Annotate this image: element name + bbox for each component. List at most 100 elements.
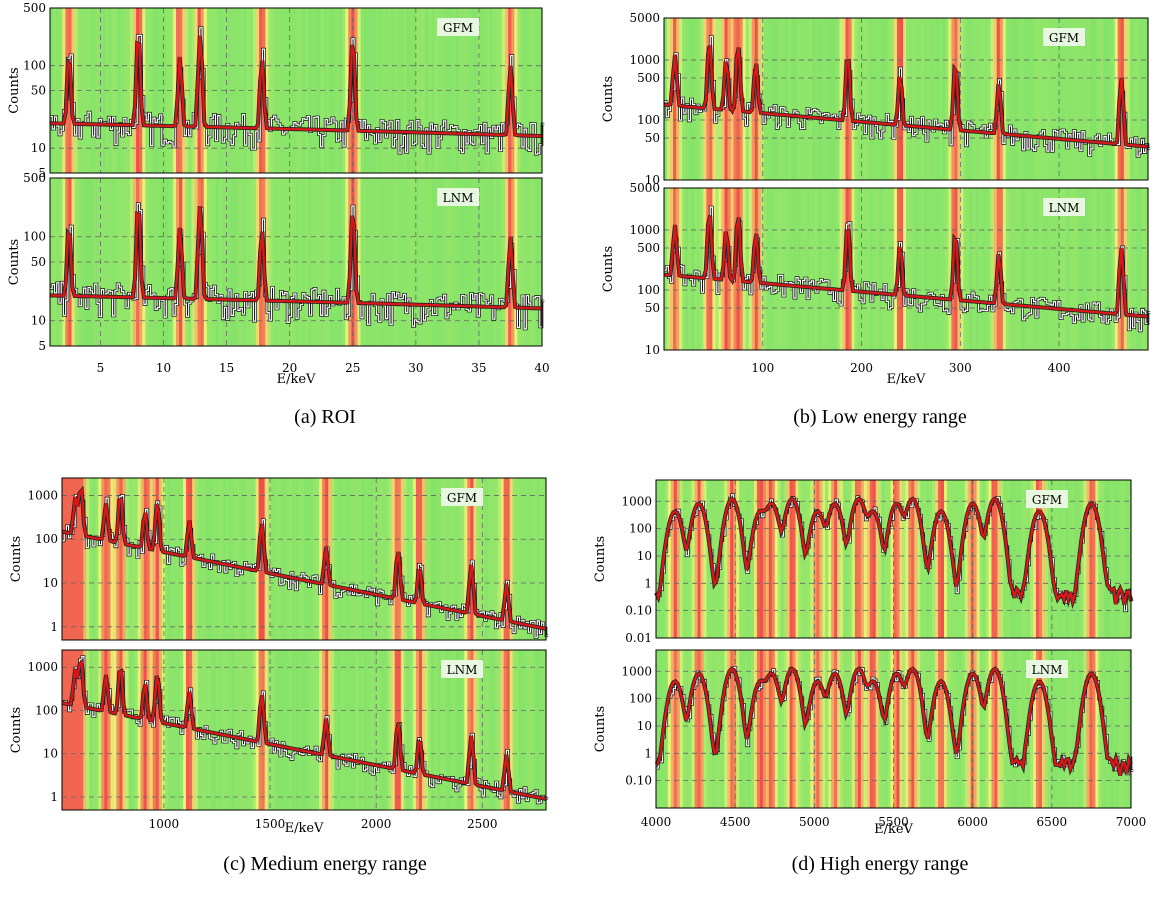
heat-stripe bbox=[188, 178, 193, 346]
heat-stripe bbox=[349, 478, 353, 640]
heat-stripe bbox=[158, 650, 163, 810]
heat-stripe bbox=[415, 478, 420, 640]
heat-stripe bbox=[382, 478, 387, 640]
heat-stripe bbox=[753, 650, 758, 808]
y-tick-label: 100 bbox=[629, 522, 652, 536]
x-axis-label: E/keV bbox=[277, 372, 316, 387]
heat-stripe bbox=[458, 478, 462, 640]
heat-stripe bbox=[975, 18, 980, 180]
heat-stripe bbox=[988, 650, 993, 808]
heat-stripe bbox=[512, 650, 517, 810]
heat-stripe bbox=[1005, 188, 1010, 350]
heat-stripe bbox=[676, 480, 681, 638]
heat-stripe bbox=[887, 480, 892, 638]
heat-stripe bbox=[385, 650, 390, 810]
heat-stripe bbox=[682, 650, 687, 808]
heat-stripe bbox=[987, 18, 992, 180]
heat-stripe bbox=[468, 8, 472, 173]
heat-stripe bbox=[745, 18, 750, 180]
y-tick-label: 10 bbox=[31, 141, 46, 155]
heat-stripe bbox=[249, 478, 254, 640]
heat-stripe bbox=[775, 18, 780, 180]
heat-stripe bbox=[467, 650, 471, 810]
heat-stripe bbox=[765, 650, 770, 808]
legend-box bbox=[1026, 490, 1068, 508]
heat-stripe bbox=[664, 18, 668, 180]
heat-stripe bbox=[304, 478, 308, 640]
heat-stripe bbox=[288, 650, 293, 810]
heat-stripe bbox=[74, 178, 79, 346]
heat-stripe bbox=[391, 478, 396, 640]
subplot-a-lnm: LNM 5 10 50 100 500 Counts bbox=[7, 171, 545, 353]
heat-stripe bbox=[1072, 188, 1076, 350]
x-tick-label: 300 bbox=[949, 361, 972, 375]
heat-stripe bbox=[967, 480, 972, 638]
heat-stripe bbox=[952, 650, 957, 808]
heat-stripe bbox=[113, 478, 118, 640]
heat-stripe bbox=[872, 18, 877, 180]
heat-stripe bbox=[452, 8, 457, 173]
heat-stripe bbox=[1116, 480, 1120, 638]
heat-stripe bbox=[933, 188, 937, 350]
heat-stripe bbox=[860, 480, 865, 638]
heat-stripe bbox=[488, 650, 493, 810]
heat-stripe bbox=[768, 650, 773, 808]
heat-stripe bbox=[979, 650, 984, 808]
heat-stripe bbox=[1098, 650, 1102, 808]
heat-stripe bbox=[1144, 18, 1149, 180]
heat-stripe bbox=[308, 8, 312, 173]
heat-stripe bbox=[297, 478, 302, 640]
heat-stripe bbox=[68, 478, 72, 640]
heat-stripe bbox=[921, 188, 925, 350]
heat-stripe bbox=[388, 650, 393, 810]
heat-stripe bbox=[468, 178, 472, 346]
y-tick-label: 10 bbox=[43, 747, 58, 761]
heat-stripe bbox=[1132, 188, 1137, 350]
heat-stripe bbox=[271, 178, 276, 346]
heat-stripe bbox=[721, 650, 725, 808]
heat-stripe bbox=[335, 178, 340, 346]
heat-stripe bbox=[494, 478, 499, 640]
heat-stripe bbox=[352, 650, 357, 810]
heat-stripe bbox=[461, 650, 465, 810]
heat-stripe bbox=[911, 480, 915, 638]
heat-stripe bbox=[1048, 18, 1052, 180]
x-tick-label: 6000 bbox=[957, 815, 988, 829]
heat-stripe bbox=[673, 480, 678, 638]
heat-stripe bbox=[884, 18, 889, 180]
heat-stripe bbox=[854, 188, 859, 350]
heat-stripe bbox=[119, 478, 124, 640]
y-tick-label: 50 bbox=[31, 255, 46, 269]
heat-stripe bbox=[470, 650, 474, 810]
heat-stripe bbox=[1087, 188, 1092, 350]
y-tick-label: 1 bbox=[50, 790, 58, 804]
heat-stripe bbox=[973, 650, 978, 808]
heat-stripe bbox=[694, 480, 699, 638]
heat-stripe bbox=[116, 650, 121, 810]
y-tick-label: 50 bbox=[645, 301, 660, 315]
heat-stripe bbox=[104, 478, 108, 640]
heat-stripe bbox=[209, 178, 214, 346]
heat-stripe bbox=[803, 188, 807, 350]
heat-stripe bbox=[955, 480, 960, 638]
heat-stripe bbox=[697, 18, 701, 180]
heat-stripe bbox=[431, 650, 435, 810]
heat-stripe bbox=[1114, 188, 1119, 350]
heat-stripe bbox=[881, 480, 886, 638]
y-tick-label: 500 bbox=[23, 171, 46, 185]
heat-stripe bbox=[342, 178, 346, 346]
heat-stripe bbox=[795, 480, 800, 638]
heat-stripe bbox=[1098, 480, 1102, 638]
heat-stripe bbox=[452, 650, 456, 810]
heat-stripe bbox=[1122, 650, 1126, 808]
heat-stripe bbox=[488, 478, 493, 640]
heat-stripe bbox=[899, 650, 904, 808]
heat-stripe bbox=[1002, 188, 1007, 350]
heat-stripe bbox=[724, 188, 729, 350]
legend-box bbox=[437, 188, 479, 206]
heat-stripe bbox=[691, 188, 695, 350]
heat-stripe bbox=[482, 650, 487, 810]
heat-stripe bbox=[789, 480, 794, 638]
heat-stripe bbox=[1122, 480, 1126, 638]
heat-stripe bbox=[1020, 18, 1025, 180]
